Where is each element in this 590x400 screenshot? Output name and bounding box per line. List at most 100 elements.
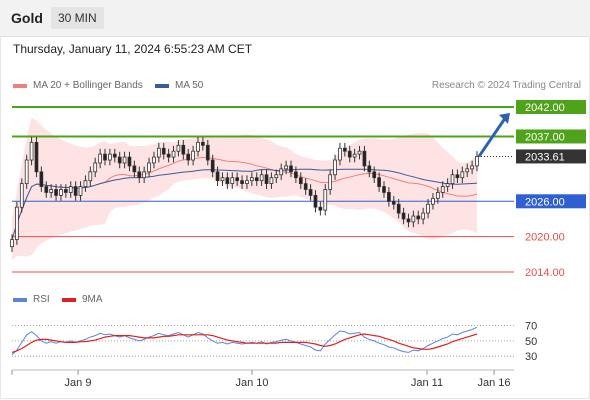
candle: [406, 218, 411, 223]
rsi-level-label: 50: [525, 336, 537, 348]
candle: [181, 144, 186, 155]
candle: [274, 174, 279, 179]
candle: [24, 159, 29, 185]
ma50-label: MA 50: [175, 80, 204, 91]
chart-datetime: Thursday, January 11, 2024 6:55:23 AM CE…: [13, 42, 253, 56]
candle: [156, 147, 161, 158]
candle: [49, 189, 54, 193]
candle: [426, 203, 430, 214]
candle: [210, 159, 215, 173]
candle: [240, 180, 244, 185]
candle: [445, 183, 450, 187]
candle: [264, 174, 269, 185]
candle: [205, 144, 210, 161]
candle: [137, 171, 142, 179]
rsi-level-label: 30: [525, 351, 537, 363]
candle: [416, 215, 421, 220]
rsi-ma-line: [11, 333, 478, 353]
candle: [10, 239, 14, 248]
candle: [132, 165, 137, 173]
candle: [112, 153, 117, 158]
candle: [372, 171, 377, 179]
candle: [103, 153, 107, 161]
candle: [455, 174, 460, 179]
candle: [220, 177, 225, 182]
candle: [15, 206, 19, 240]
candle: [249, 177, 254, 182]
candle: [357, 150, 362, 155]
candle: [435, 192, 440, 199]
candle: [391, 200, 396, 205]
candle: [303, 183, 308, 190]
ma50-swatch: [155, 83, 169, 88]
candle: [98, 153, 102, 164]
rsi-ma-swatch: [62, 297, 76, 302]
candle: [333, 159, 337, 176]
rsi-line: [11, 326, 478, 356]
candle: [318, 206, 323, 211]
candle: [431, 197, 435, 205]
candle: [122, 156, 127, 164]
candle: [225, 177, 230, 185]
level-box: [516, 149, 586, 164]
candle: [347, 150, 352, 158]
candle: [269, 177, 274, 185]
level-label: 2014.00: [525, 267, 565, 279]
candle: [39, 171, 44, 187]
candle: [59, 189, 63, 196]
candle: [245, 180, 249, 185]
candle: [362, 150, 367, 167]
candle: [342, 147, 347, 152]
legend-ma20: MA 20 + Bollinger Bands: [13, 80, 143, 91]
ma20-swatch: [13, 83, 27, 88]
candle: [186, 153, 191, 161]
candle: [294, 171, 298, 179]
level-label: 2020.00: [525, 232, 565, 244]
candle: [83, 180, 88, 187]
candle: [440, 186, 445, 193]
candle: [19, 183, 24, 208]
candle: [367, 165, 372, 173]
candle: [117, 156, 122, 164]
candle: [308, 189, 313, 196]
candle: [93, 162, 98, 173]
level-label: 2033.61: [525, 151, 565, 163]
candle: [34, 141, 39, 173]
candle: [73, 186, 78, 196]
symbol-label: Gold: [11, 10, 43, 26]
forecast-arrow-head: [499, 112, 510, 124]
candle: [152, 156, 156, 164]
candle: [54, 189, 58, 196]
ma20-label: MA 20 + Bollinger Bands: [33, 80, 143, 91]
candle: [147, 162, 151, 173]
candle: [108, 153, 112, 161]
level-box: [516, 100, 586, 114]
candle: [328, 174, 333, 190]
candle: [176, 144, 181, 152]
level-label: 2042.00: [525, 102, 565, 114]
candle: [78, 186, 83, 196]
candle: [29, 141, 34, 161]
x-tick-label: Jan 10: [235, 377, 268, 389]
rsi-ma-label: 9MA: [82, 294, 103, 305]
candle: [377, 177, 381, 187]
candle: [201, 141, 205, 146]
candle: [254, 177, 259, 182]
candle: [215, 171, 220, 182]
candle: [460, 171, 465, 179]
candle: [196, 141, 200, 152]
level-label: 2037.00: [525, 131, 565, 143]
candle: [171, 150, 176, 158]
rsi-label: RSI: [33, 294, 50, 305]
forecast-arrow-shaft: [477, 116, 508, 158]
chart-header: Gold 30 MIN: [0, 0, 590, 37]
candle: [450, 174, 455, 185]
candle: [127, 156, 132, 167]
candle: [284, 165, 288, 170]
candle: [279, 168, 284, 176]
ma50-line: [11, 168, 478, 240]
copyright-label: Research © 2024 Trading Central: [431, 80, 581, 91]
candle: [161, 147, 166, 155]
timeframe-button[interactable]: 30 MIN: [51, 7, 104, 29]
